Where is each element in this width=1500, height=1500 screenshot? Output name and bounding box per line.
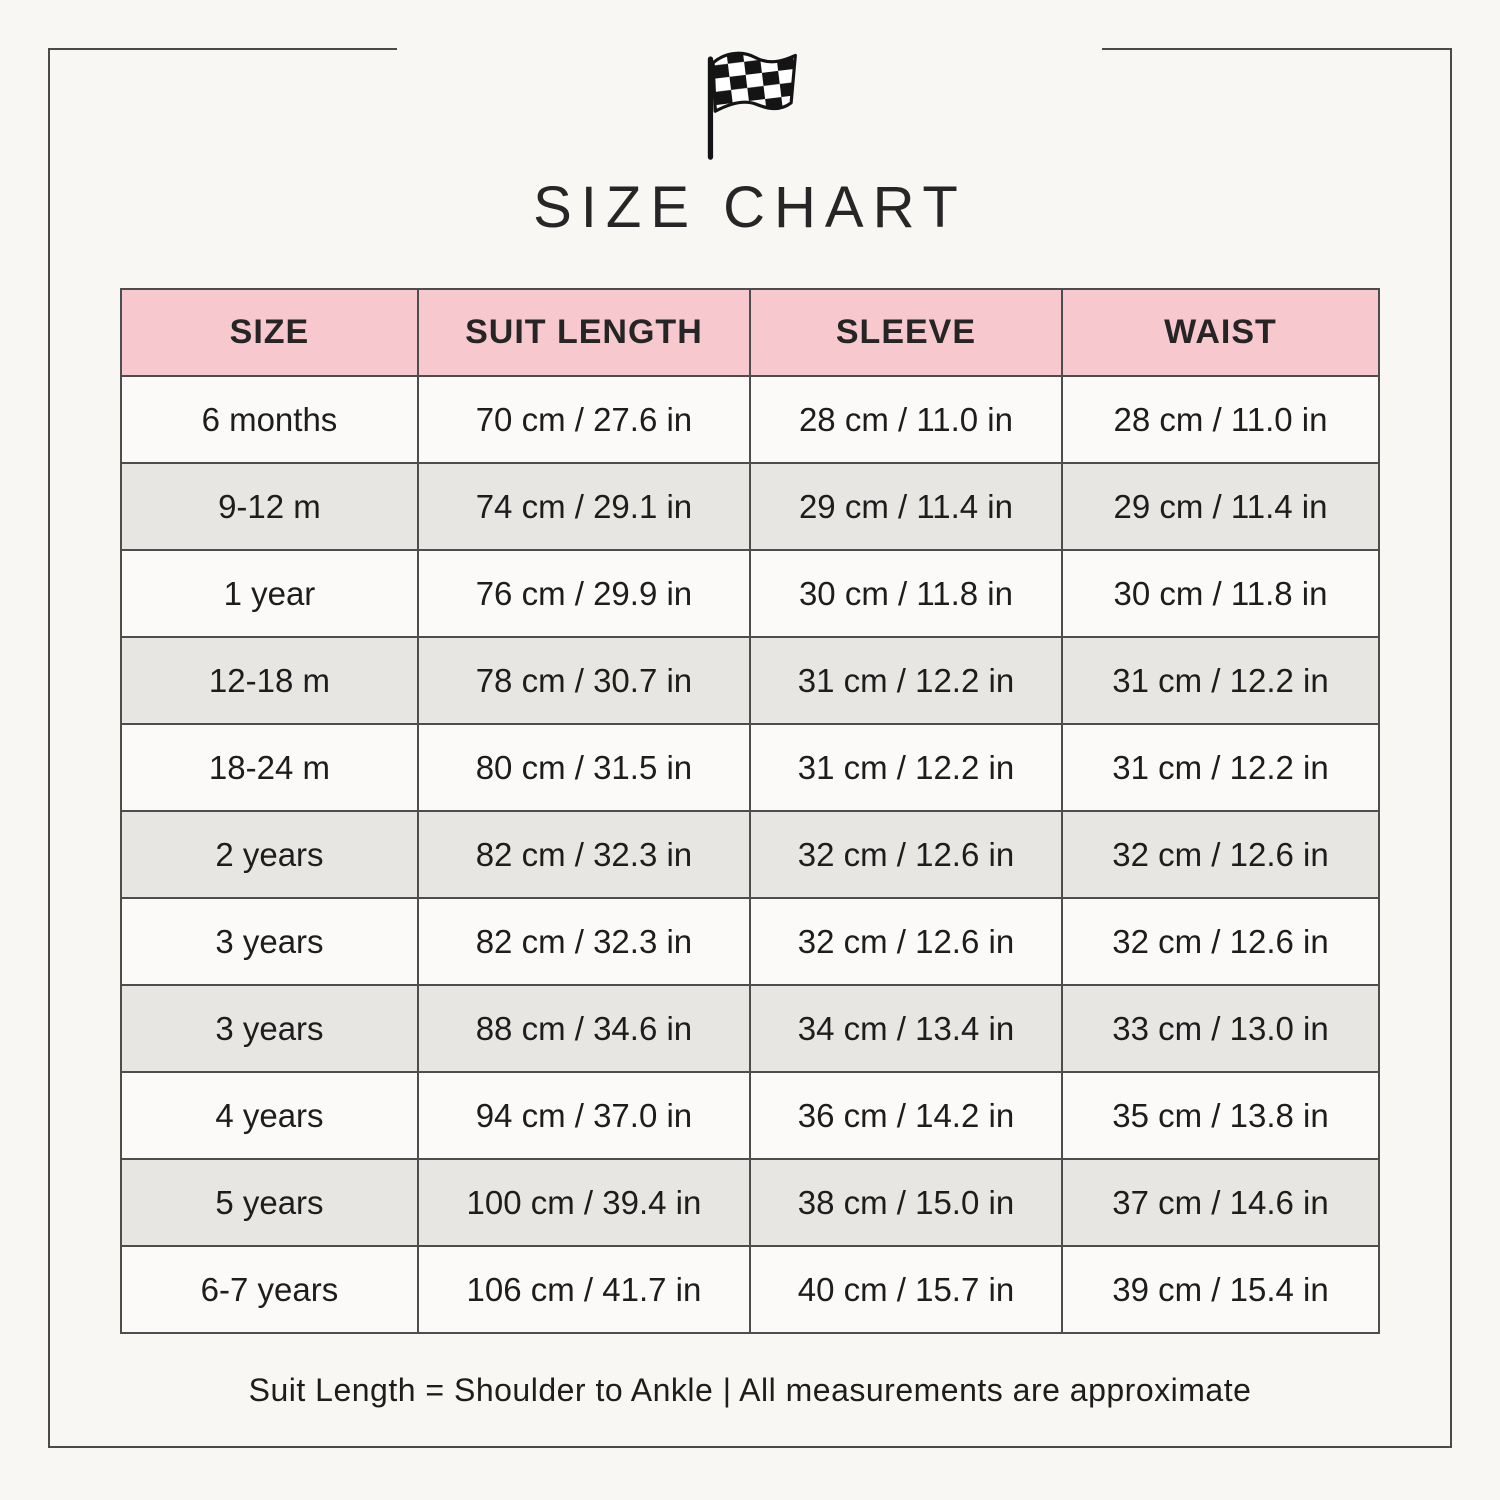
suit-length-cell: 70 cm / 27.6 in — [416, 375, 751, 464]
table-row: 18-24 m 80 cm / 31.5 in 31 cm / 12.2 in … — [120, 723, 1381, 812]
waist-cell: 31 cm / 12.2 in — [1060, 636, 1381, 725]
size-cell: 3 years — [120, 897, 419, 986]
size-cell: 4 years — [120, 1071, 419, 1160]
suit-length-cell: 74 cm / 29.1 in — [416, 462, 751, 551]
waist-cell: 32 cm / 12.6 in — [1060, 897, 1381, 986]
waist-cell: 31 cm / 12.2 in — [1060, 723, 1381, 812]
waist-cell: 32 cm / 12.6 in — [1060, 810, 1381, 899]
size-cell: 9-12 m — [120, 462, 419, 551]
table-row: 3 years 82 cm / 32.3 in 32 cm / 12.6 in … — [120, 897, 1381, 986]
waist-cell: 29 cm / 11.4 in — [1060, 462, 1381, 551]
suit-length-cell: 80 cm / 31.5 in — [416, 723, 751, 812]
footer-note: Suit Length = Shoulder to Ankle | All me… — [248, 1372, 1252, 1408]
column-header-sleeve: SLEEVE — [748, 288, 1063, 377]
suit-length-cell: 78 cm / 30.7 in — [416, 636, 751, 725]
table-row: 4 years 94 cm / 37.0 in 36 cm / 14.2 in … — [120, 1071, 1381, 1160]
sleeve-cell: 31 cm / 12.2 in — [748, 636, 1063, 725]
size-cell: 5 years — [120, 1158, 419, 1247]
frame-top-left-segment — [50, 48, 397, 50]
waist-cell: 28 cm / 11.0 in — [1060, 375, 1381, 464]
suit-length-cell: 94 cm / 37.0 in — [416, 1071, 751, 1160]
suit-length-cell: 88 cm / 34.6 in — [416, 984, 751, 1073]
size-cell: 1 year — [120, 549, 419, 638]
table-row: 5 years 100 cm / 39.4 in 38 cm / 15.0 in… — [120, 1158, 1381, 1247]
table-row: 6-7 years 106 cm / 41.7 in 40 cm / 15.7 … — [120, 1245, 1381, 1334]
column-header-waist: WAIST — [1060, 288, 1381, 377]
suit-length-cell: 82 cm / 32.3 in — [416, 897, 751, 986]
waist-cell: 37 cm / 14.6 in — [1060, 1158, 1381, 1247]
header-row: SIZE SUIT LENGTH SLEEVE WAIST — [120, 288, 1381, 377]
sleeve-cell: 31 cm / 12.2 in — [748, 723, 1063, 812]
frame-top-right-segment — [1102, 48, 1450, 50]
page-title: SIZE CHART — [533, 175, 967, 240]
sleeve-cell: 34 cm / 13.4 in — [748, 984, 1063, 1073]
size-cell: 2 years — [120, 810, 419, 899]
sleeve-cell: 29 cm / 11.4 in — [748, 462, 1063, 551]
table-row: 6 months 70 cm / 27.6 in 28 cm / 11.0 in… — [120, 375, 1381, 464]
suit-length-cell: 76 cm / 29.9 in — [416, 549, 751, 638]
suit-length-cell: 82 cm / 32.3 in — [416, 810, 751, 899]
size-cell: 18-24 m — [120, 723, 419, 812]
waist-cell: 35 cm / 13.8 in — [1060, 1071, 1381, 1160]
sleeve-cell: 32 cm / 12.6 in — [748, 897, 1063, 986]
sleeve-cell: 36 cm / 14.2 in — [748, 1071, 1063, 1160]
size-cell: 12-18 m — [120, 636, 419, 725]
checkered-flag-icon — [692, 48, 808, 164]
waist-cell: 30 cm / 11.8 in — [1060, 549, 1381, 638]
size-cell: 6 months — [120, 375, 419, 464]
decorative-frame — [48, 48, 1452, 1448]
size-cell: 6-7 years — [120, 1245, 419, 1334]
sleeve-cell: 28 cm / 11.0 in — [748, 375, 1063, 464]
table-row: 2 years 82 cm / 32.3 in 32 cm / 12.6 in … — [120, 810, 1381, 899]
suit-length-cell: 100 cm / 39.4 in — [416, 1158, 751, 1247]
sleeve-cell: 32 cm / 12.6 in — [748, 810, 1063, 899]
column-header-size: SIZE — [120, 288, 419, 377]
size-cell: 3 years — [120, 984, 419, 1073]
sleeve-cell: 40 cm / 15.7 in — [748, 1245, 1063, 1334]
size-chart-table: SIZE SUIT LENGTH SLEEVE WAIST 6 months 7… — [120, 288, 1381, 1334]
table-row: 12-18 m 78 cm / 30.7 in 31 cm / 12.2 in … — [120, 636, 1381, 725]
sleeve-cell: 30 cm / 11.8 in — [748, 549, 1063, 638]
table-row: 9-12 m 74 cm / 29.1 in 29 cm / 11.4 in 2… — [120, 462, 1381, 551]
suit-length-cell: 106 cm / 41.7 in — [416, 1245, 751, 1334]
column-header-suit-length: SUIT LENGTH — [416, 288, 751, 377]
table-row: 1 year 76 cm / 29.9 in 30 cm / 11.8 in 3… — [120, 549, 1381, 638]
sleeve-cell: 38 cm / 15.0 in — [748, 1158, 1063, 1247]
waist-cell: 33 cm / 13.0 in — [1060, 984, 1381, 1073]
waist-cell: 39 cm / 15.4 in — [1060, 1245, 1381, 1334]
table-row: 3 years 88 cm / 34.6 in 34 cm / 13.4 in … — [120, 984, 1381, 1073]
